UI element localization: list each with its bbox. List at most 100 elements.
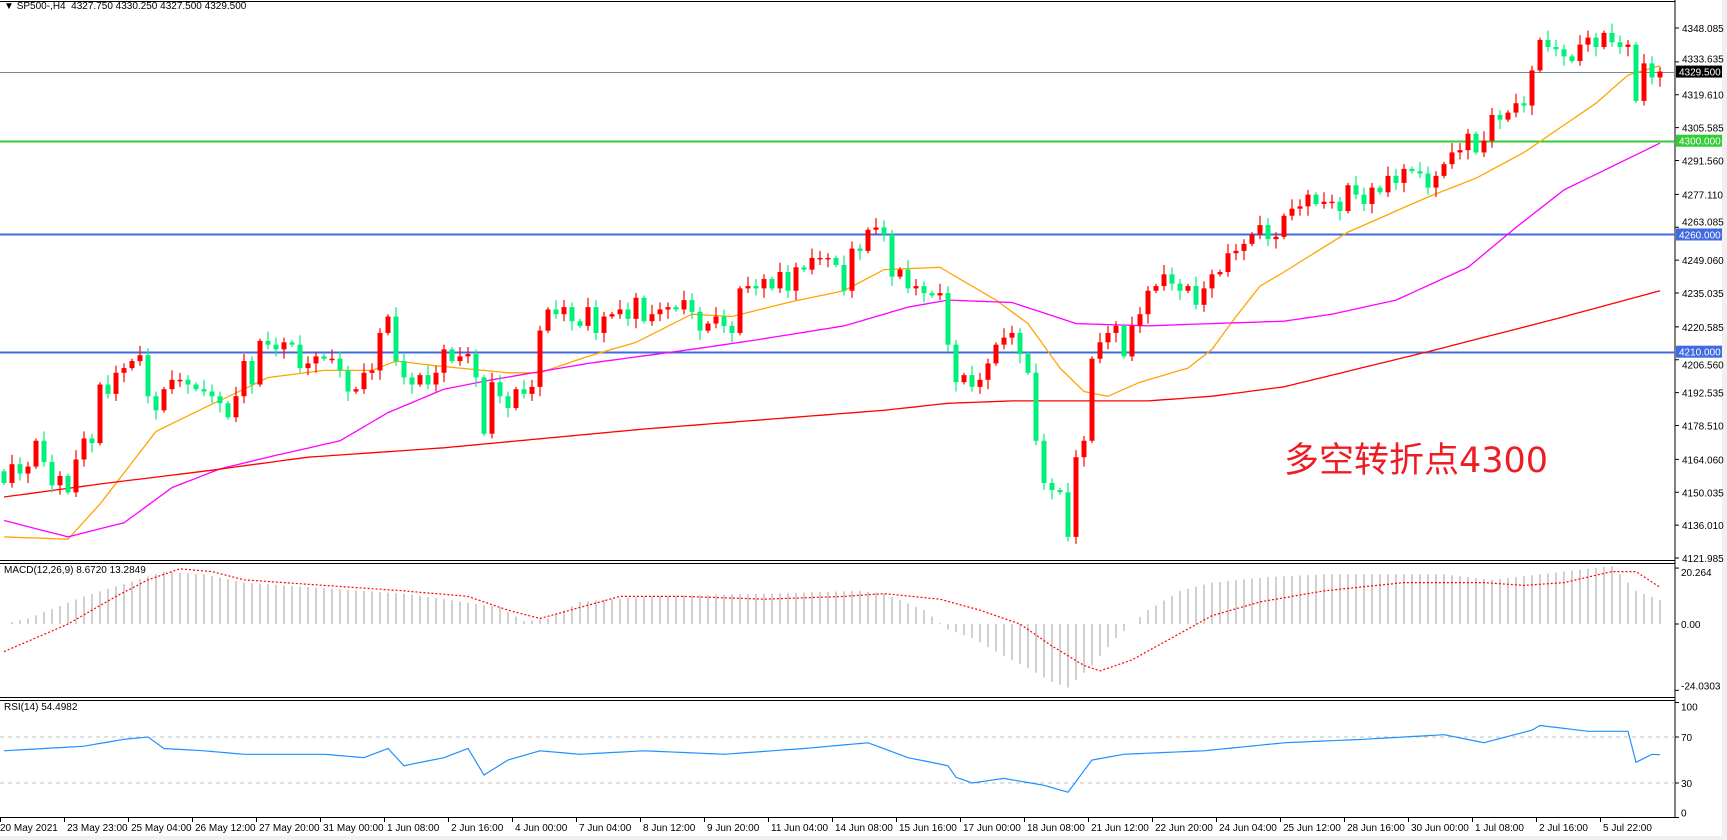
candle-body [497,382,503,397]
candle-body [977,379,983,387]
candle-body [969,375,975,387]
candle [1633,42,1639,104]
candle [1281,213,1287,240]
candle-body [913,286,919,289]
candle [265,331,271,350]
candle-body [465,354,471,357]
candle [1433,171,1439,197]
candle-body [801,267,807,270]
candle [1569,53,1575,64]
candle-body [1169,274,1175,284]
candle-body [1,471,7,483]
price-tick-label: 4192.535 [1682,389,1724,400]
collapse-arrow-icon[interactable]: ▼ [4,1,14,12]
price-marker-label: 4210.000 [1679,348,1721,359]
candle [41,431,47,467]
candle-body [449,349,455,362]
candle [1345,182,1351,214]
candle-body [833,257,839,265]
candle-body [1609,32,1615,43]
candle [841,255,847,296]
candle [745,276,751,294]
candle [1425,166,1431,195]
candle [1033,363,1039,446]
time-axis-label: 21 Jun 12:00 [1091,823,1149,834]
candle [913,279,919,296]
rsi-axis-label: 0 [1681,809,1687,820]
candle-body [617,309,623,315]
candle [1553,39,1559,57]
candle [337,351,343,378]
candle-body [161,389,167,411]
candle-body [681,300,687,310]
candle-body [1345,185,1351,212]
candle [481,375,487,437]
time-axis-label: 23 May 23:00 [67,823,128,834]
candle-body [1497,114,1503,120]
candle [25,461,31,483]
candle-body [201,389,207,392]
candle-body [1625,44,1631,47]
candle-body [1321,201,1327,205]
candle [417,372,423,387]
candle-body [1113,325,1119,333]
time-axis-label: 28 Jun 16:00 [1347,823,1405,834]
candle [1641,53,1647,106]
candle [993,342,999,366]
candle-body [321,356,327,359]
candle [1489,107,1495,148]
candle [585,297,591,331]
candle-body [25,466,31,474]
candle [1009,325,1015,345]
candle [1185,283,1191,294]
candle-body [537,330,543,387]
candle [473,349,479,387]
candle [1129,316,1135,362]
time-axis-label: 31 May 00:00 [323,823,384,834]
candle-body [145,355,151,397]
candle-body [577,321,583,326]
candle-body [1641,63,1647,101]
candle-body [433,372,439,385]
candle [1473,131,1479,155]
time-axis-label: 9 Jun 20:00 [707,823,760,834]
candle-body [1313,194,1319,205]
candle-body [137,355,143,362]
candle-body [521,389,527,394]
candle [1,468,7,486]
candle-body [1025,354,1031,373]
macd-signal-line [3,568,1661,672]
candle-body [873,227,879,230]
candle-body [73,459,79,493]
candle [73,450,79,498]
candle [577,318,583,329]
candle-body [729,325,735,333]
candle-body [425,375,431,385]
candle [1609,23,1615,47]
candle [369,363,375,380]
candle-body [233,396,239,418]
candle-body [305,363,311,369]
moving-average-ma_fast [3,65,1661,540]
candle [801,264,807,272]
candle [1441,161,1447,179]
candle [1377,185,1383,195]
candle [689,293,695,319]
candle-body [1337,201,1343,212]
candle-body [1409,168,1415,172]
candle-body [1233,250,1239,254]
candle [1169,267,1175,291]
candle [457,346,463,366]
candle [1049,478,1055,500]
candle [105,375,111,399]
candle [521,379,527,399]
candle [193,382,199,392]
candle [769,276,775,291]
candle [721,309,727,333]
candle [545,307,551,333]
candle-body [1401,168,1407,183]
candle [177,372,183,387]
candle-body [177,379,183,382]
macd-axis-label: -24.0303 [1681,681,1721,692]
